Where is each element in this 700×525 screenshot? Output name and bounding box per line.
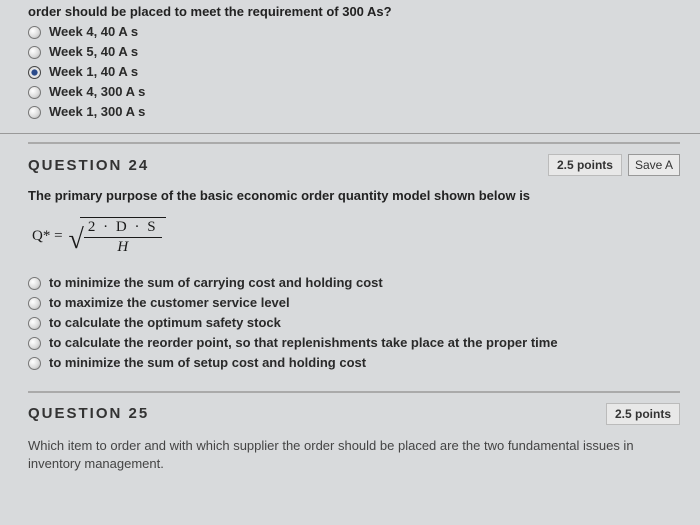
option-label: to maximize the customer service level [49, 295, 290, 312]
option-label: to calculate the optimum safety stock [49, 315, 281, 332]
points-area: 2.5 points [606, 403, 680, 425]
radio-icon[interactable] [28, 297, 41, 310]
sqrt-icon: √ [69, 232, 84, 249]
option-label: to calculate the reorder point, so that … [49, 335, 558, 352]
option-label: Week 1, 300 A s [49, 104, 145, 121]
numerator: 2 · D · S [84, 219, 162, 238]
radio-icon[interactable] [28, 86, 41, 99]
option-label: to minimize the sum of carrying cost and… [49, 275, 383, 292]
option-label: Week 5, 40 A s [49, 44, 138, 61]
question-header: QUESTION 24 2.5 points Save A [28, 142, 680, 176]
eoq-formula: Q* = √ 2 · D · S H [32, 217, 676, 256]
question-header: QUESTION 25 2.5 points [28, 391, 680, 425]
radio-icon[interactable] [28, 277, 41, 290]
points-label: 2.5 points [606, 403, 680, 425]
fraction: 2 · D · S H [80, 217, 166, 256]
option-row[interactable]: to calculate the reorder point, so that … [28, 334, 680, 353]
option-row[interactable]: to minimize the sum of carrying cost and… [28, 274, 680, 293]
option-row[interactable]: Week 5, 40 A s [28, 43, 680, 62]
radio-icon[interactable] [28, 46, 41, 59]
radio-icon[interactable] [28, 317, 41, 330]
option-row[interactable]: to maximize the customer service level [28, 294, 680, 313]
option-row[interactable]: Week 4, 40 A s [28, 23, 680, 42]
question-text: The primary purpose of the basic economi… [28, 188, 680, 203]
question-title: QUESTION 25 [28, 405, 149, 422]
option-row[interactable]: Week 4, 300 A s [28, 83, 680, 102]
question-25: QUESTION 25 2.5 points Which item to ord… [0, 391, 700, 491]
option-label: Week 4, 40 A s [49, 24, 138, 41]
option-list: to minimize the sum of carrying cost and… [28, 274, 680, 372]
previous-question-partial: order should be placed to meet the requi… [0, 0, 700, 129]
option-list: Week 4, 40 A s Week 5, 40 A s Week 1, 40… [28, 23, 680, 121]
question-24: QUESTION 24 2.5 points Save A The primar… [0, 134, 700, 390]
denominator: H [117, 238, 128, 256]
points-area: 2.5 points Save A [548, 154, 680, 176]
question-text: Which item to order and with which suppl… [28, 437, 680, 473]
option-row[interactable]: Week 1, 40 A s [28, 63, 680, 82]
radio-icon[interactable] [28, 26, 41, 39]
question-fragment: order should be placed to meet the requi… [28, 4, 680, 19]
radio-icon[interactable] [28, 106, 41, 119]
points-label: 2.5 points [548, 154, 622, 176]
option-row[interactable]: Week 1, 300 A s [28, 103, 680, 122]
radio-icon[interactable] [28, 66, 41, 79]
option-row[interactable]: to minimize the sum of setup cost and ho… [28, 354, 680, 373]
formula-lhs: Q* = [32, 228, 63, 245]
option-label: to minimize the sum of setup cost and ho… [49, 355, 366, 372]
option-row[interactable]: to calculate the optimum safety stock [28, 314, 680, 333]
radio-icon[interactable] [28, 357, 41, 370]
option-label: Week 1, 40 A s [49, 64, 138, 81]
save-answer-button[interactable]: Save A [628, 154, 680, 176]
option-label: Week 4, 300 A s [49, 84, 145, 101]
radio-icon[interactable] [28, 337, 41, 350]
question-title: QUESTION 24 [28, 157, 149, 174]
